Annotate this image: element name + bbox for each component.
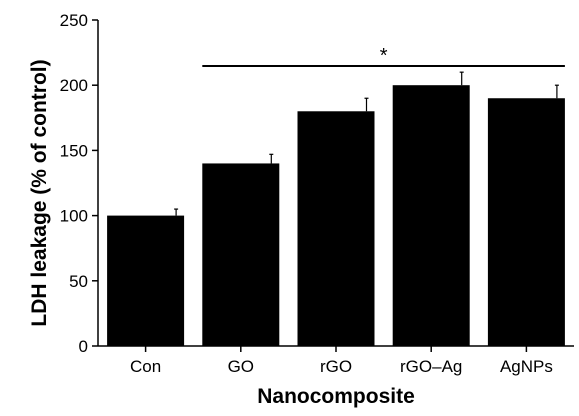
bar-3 bbox=[392, 85, 470, 346]
x-tick-label: Con bbox=[130, 357, 161, 376]
bars-layer bbox=[107, 85, 565, 347]
x-tick-label: rGO–Ag bbox=[400, 357, 462, 376]
y-axis-title: LDH leakage (% of control) bbox=[28, 59, 51, 326]
y-tick-label: 0 bbox=[79, 337, 88, 356]
y-ticks-layer: 0 50 100 150 200 250 bbox=[60, 11, 98, 356]
y-tick-label: 250 bbox=[60, 11, 88, 30]
significance-label: * bbox=[380, 45, 388, 67]
bar-0 bbox=[107, 215, 185, 346]
y-tick-label: 50 bbox=[69, 272, 88, 291]
bar-4 bbox=[487, 98, 565, 347]
y-tick-label: 200 bbox=[60, 76, 88, 95]
error-bars-layer bbox=[174, 71, 559, 216]
x-ticks-layer: Con GO rGO rGO–Ag AgNPs bbox=[130, 346, 553, 376]
bar-2 bbox=[297, 111, 375, 346]
x-tick-label: rGO bbox=[320, 357, 352, 376]
x-tick-label: AgNPs bbox=[500, 357, 553, 376]
x-tick-label: GO bbox=[228, 357, 254, 376]
annotation-layer: * bbox=[202, 45, 565, 67]
y-tick-label: 150 bbox=[60, 141, 88, 160]
x-axis-title: Nanocomposite bbox=[257, 385, 415, 408]
y-tick-label: 100 bbox=[60, 207, 88, 226]
bar-1 bbox=[202, 163, 280, 346]
